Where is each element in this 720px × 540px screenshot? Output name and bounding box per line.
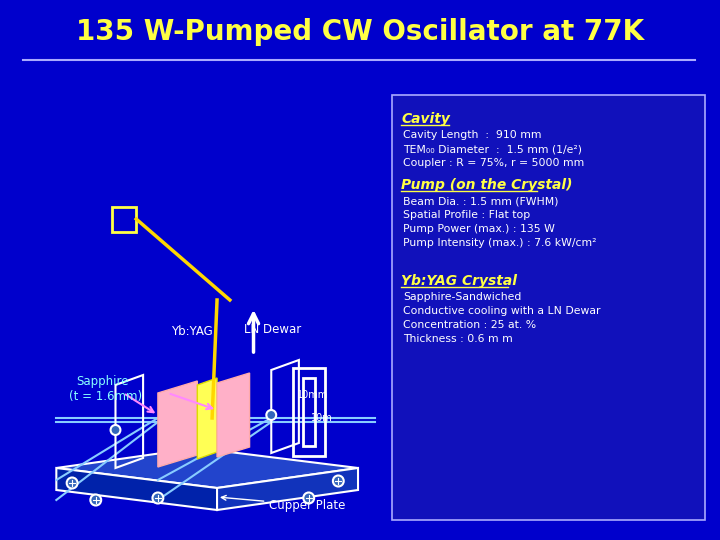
Text: Beam Dia. : 1.5 mm (FWHM): Beam Dia. : 1.5 mm (FWHM) (403, 196, 559, 206)
Text: 10m: 10m (311, 413, 333, 423)
Circle shape (67, 477, 78, 489)
Circle shape (111, 425, 120, 435)
Circle shape (266, 410, 276, 420)
Polygon shape (56, 468, 217, 510)
Polygon shape (217, 373, 250, 457)
Bar (392, 95, 705, 520)
Bar (303, 378, 315, 446)
Text: Thickness : 0.6 m m: Thickness : 0.6 m m (403, 334, 513, 344)
Text: (t = 1.6mm): (t = 1.6mm) (69, 390, 143, 403)
Text: Cavity: Cavity (402, 112, 450, 126)
Bar (293, 368, 325, 456)
Circle shape (90, 495, 102, 505)
Text: TEM₀₀ Diameter  :  1.5 mm (1/e²): TEM₀₀ Diameter : 1.5 mm (1/e²) (403, 144, 582, 154)
Polygon shape (158, 381, 197, 467)
Text: Sapphire-Sandwiched: Sapphire-Sandwiched (403, 292, 522, 302)
Text: 10mm: 10mm (297, 390, 328, 400)
Text: Cupper Plate: Cupper Plate (221, 495, 346, 511)
Text: Yb:YAG Crystal: Yb:YAG Crystal (402, 274, 518, 288)
Text: Pump Power (max.) : 135 W: Pump Power (max.) : 135 W (403, 224, 555, 234)
Polygon shape (197, 378, 217, 459)
Text: Conductive cooling with a LN Dewar: Conductive cooling with a LN Dewar (403, 306, 601, 316)
Circle shape (303, 492, 314, 503)
Text: Yb:YAG: Yb:YAG (171, 325, 212, 338)
Circle shape (333, 476, 343, 487)
Polygon shape (217, 468, 358, 510)
Text: LN Dewar: LN Dewar (243, 323, 301, 336)
Text: Coupler : R = 75%, r = 5000 mm: Coupler : R = 75%, r = 5000 mm (403, 158, 585, 168)
Polygon shape (56, 448, 358, 488)
Circle shape (153, 492, 163, 503)
Text: Pump Intensity (max.) : 7.6 kW/cm²: Pump Intensity (max.) : 7.6 kW/cm² (403, 238, 597, 248)
Text: Concentration : 25 at. %: Concentration : 25 at. % (403, 320, 536, 330)
Text: Pump (on the Crystal): Pump (on the Crystal) (402, 178, 573, 192)
Bar (112, 207, 136, 232)
Text: Cavity Length  :  910 mm: Cavity Length : 910 mm (403, 130, 542, 140)
Text: Sapphire: Sapphire (76, 375, 129, 388)
Text: 135 W-Pumped CW Oscillator at 77K: 135 W-Pumped CW Oscillator at 77K (76, 18, 644, 46)
Text: Spatial Profile : Flat top: Spatial Profile : Flat top (403, 210, 531, 220)
